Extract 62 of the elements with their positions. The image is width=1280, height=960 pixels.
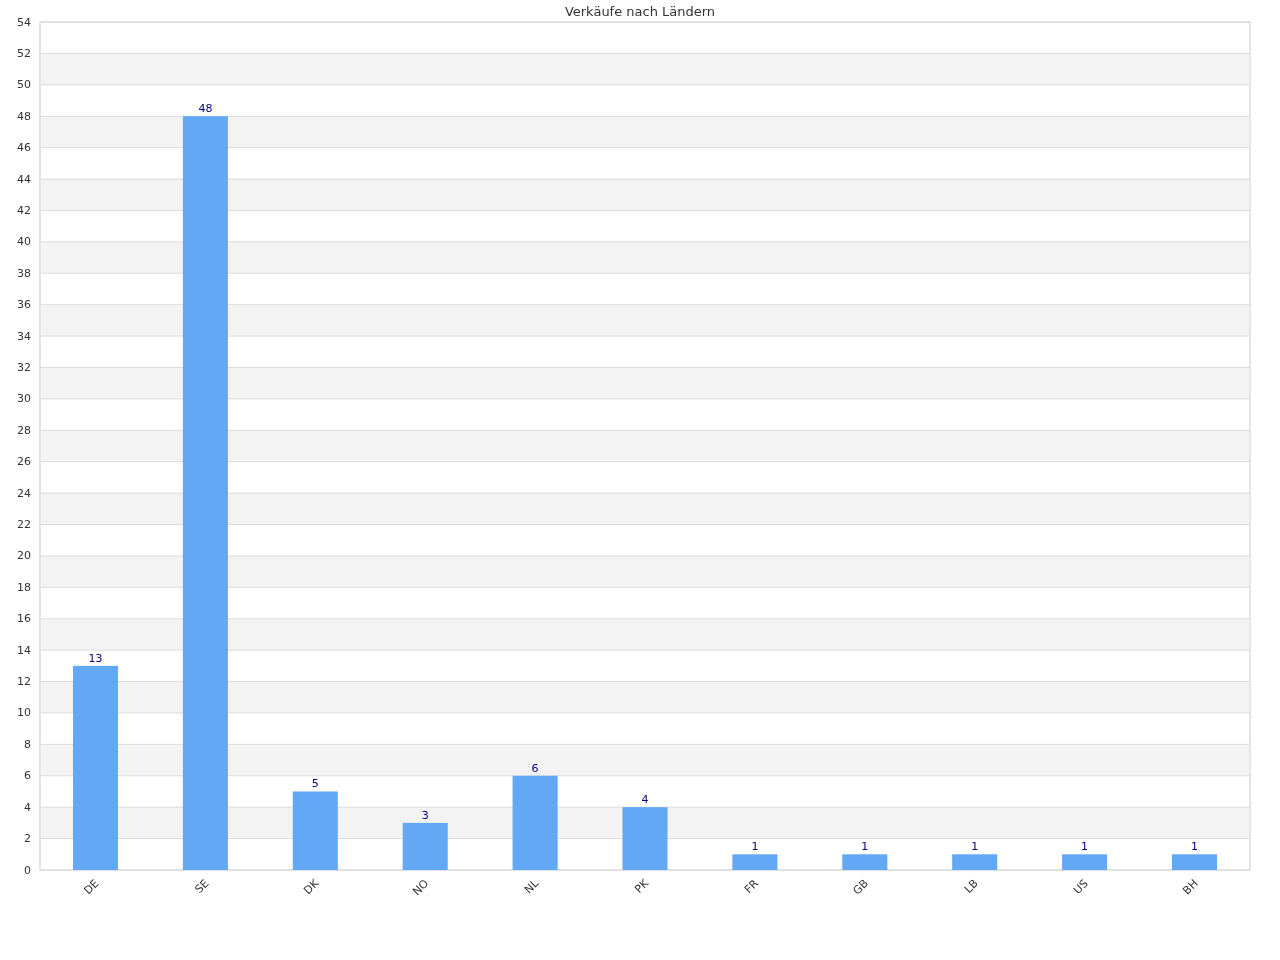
data-label: 6 <box>531 761 539 775</box>
x-tick-label: BH <box>1180 876 1201 898</box>
y-tick-label: 2 <box>24 832 31 846</box>
bar <box>402 822 448 870</box>
y-tick-label: 20 <box>17 549 31 563</box>
bar <box>622 807 668 870</box>
data-label: 1 <box>861 840 869 854</box>
y-tick-label: 48 <box>17 109 31 123</box>
y-tick-label: 10 <box>17 706 31 720</box>
y-tick-label: 16 <box>17 612 31 626</box>
y-tick-label: 42 <box>17 203 31 217</box>
y-tick-label: 30 <box>17 392 31 406</box>
y-tick-label: 28 <box>17 423 31 437</box>
y-tick-label: 18 <box>17 580 31 594</box>
data-label: 13 <box>88 651 103 665</box>
bar <box>292 791 338 870</box>
y-tick-label: 38 <box>17 266 31 280</box>
y-tick-label: 52 <box>17 46 31 60</box>
y-tick-label: 24 <box>17 486 31 500</box>
bar <box>72 665 119 870</box>
data-label: 48 <box>198 102 213 116</box>
bar <box>512 775 558 870</box>
y-tick-label: 14 <box>17 643 31 657</box>
y-tick-label: 26 <box>17 455 31 469</box>
y-tick-label: 0 <box>24 863 31 877</box>
bar <box>182 116 228 870</box>
y-tick-label: 6 <box>24 769 31 783</box>
y-tick-label: 50 <box>17 78 31 92</box>
data-label: 5 <box>311 777 319 791</box>
x-tick-label: US <box>1070 876 1091 897</box>
bar <box>1062 854 1108 870</box>
y-tick-label: 8 <box>24 737 31 751</box>
data-label: 1 <box>971 840 979 854</box>
x-tick-label: GB <box>850 876 871 898</box>
y-tick-label: 46 <box>17 141 31 155</box>
data-label: 1 <box>1081 840 1089 854</box>
data-label: 1 <box>1191 840 1198 854</box>
x-tick-label: SE <box>192 876 212 896</box>
y-tick-label: 44 <box>17 172 31 186</box>
bar <box>1171 854 1218 870</box>
y-tick-label: 32 <box>17 361 31 374</box>
chart-title: Verkäufe nach Ländern <box>564 4 716 19</box>
y-tick-label: 4 <box>24 800 31 814</box>
x-tick-label: DK <box>301 876 322 898</box>
bar <box>732 854 778 870</box>
x-tick-label: LB <box>961 876 981 896</box>
y-tick-label: 40 <box>17 235 31 249</box>
x-tick-label: NL <box>521 876 542 897</box>
y-tick-label: 36 <box>17 298 31 312</box>
y-tick-label: 12 <box>17 675 31 689</box>
data-label: 3 <box>421 808 429 822</box>
y-tick-label: 54 <box>17 15 31 29</box>
x-tick-label: NO <box>410 876 432 899</box>
data-label: 1 <box>751 840 759 854</box>
bar <box>842 854 888 870</box>
data-label: 4 <box>641 793 649 807</box>
x-tick-label: PK <box>632 876 652 896</box>
y-tick-label: 22 <box>17 518 31 532</box>
x-tick-label: FR <box>741 876 762 897</box>
bar <box>952 854 998 870</box>
y-tick-label: 34 <box>17 329 31 343</box>
x-tick-label: DE <box>81 876 102 898</box>
